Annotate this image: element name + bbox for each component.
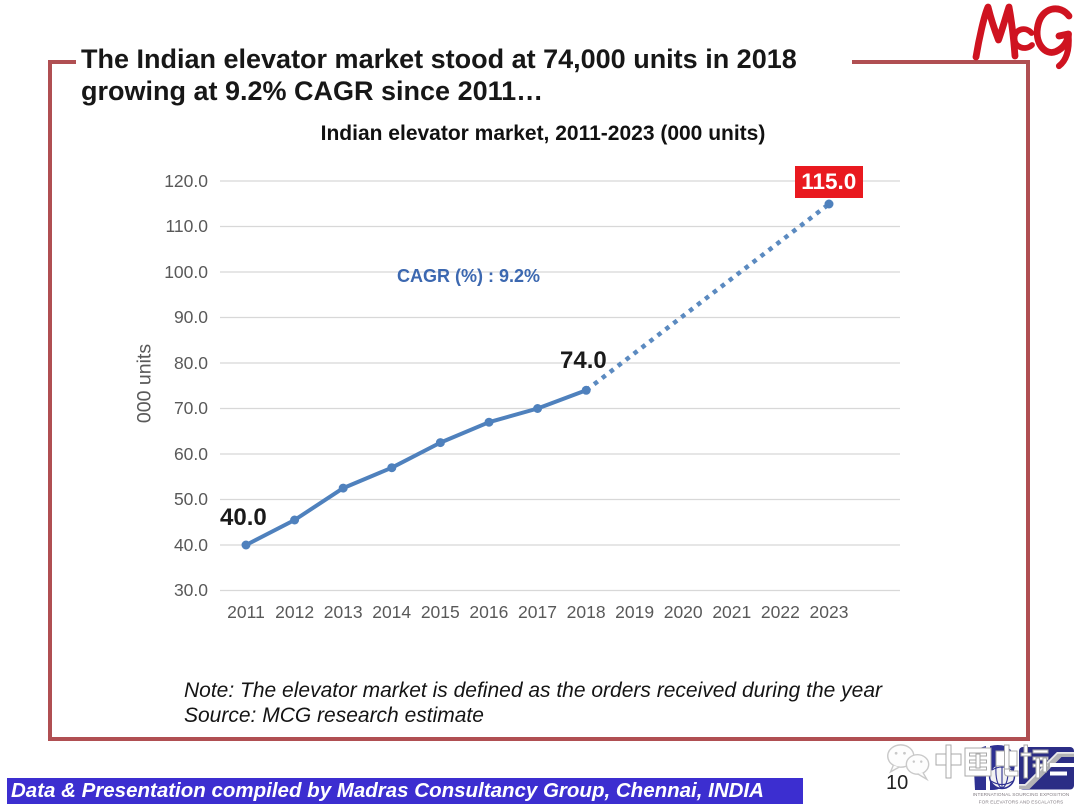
svg-text:FOR ELEVATORS AND ESCALATORS: FOR ELEVATORS AND ESCALATORS [979, 800, 1064, 805]
svg-text:INTERNATIONAL SOURCING EXPOSIT: INTERNATIONAL SOURCING EXPOSITION [973, 792, 1070, 797]
